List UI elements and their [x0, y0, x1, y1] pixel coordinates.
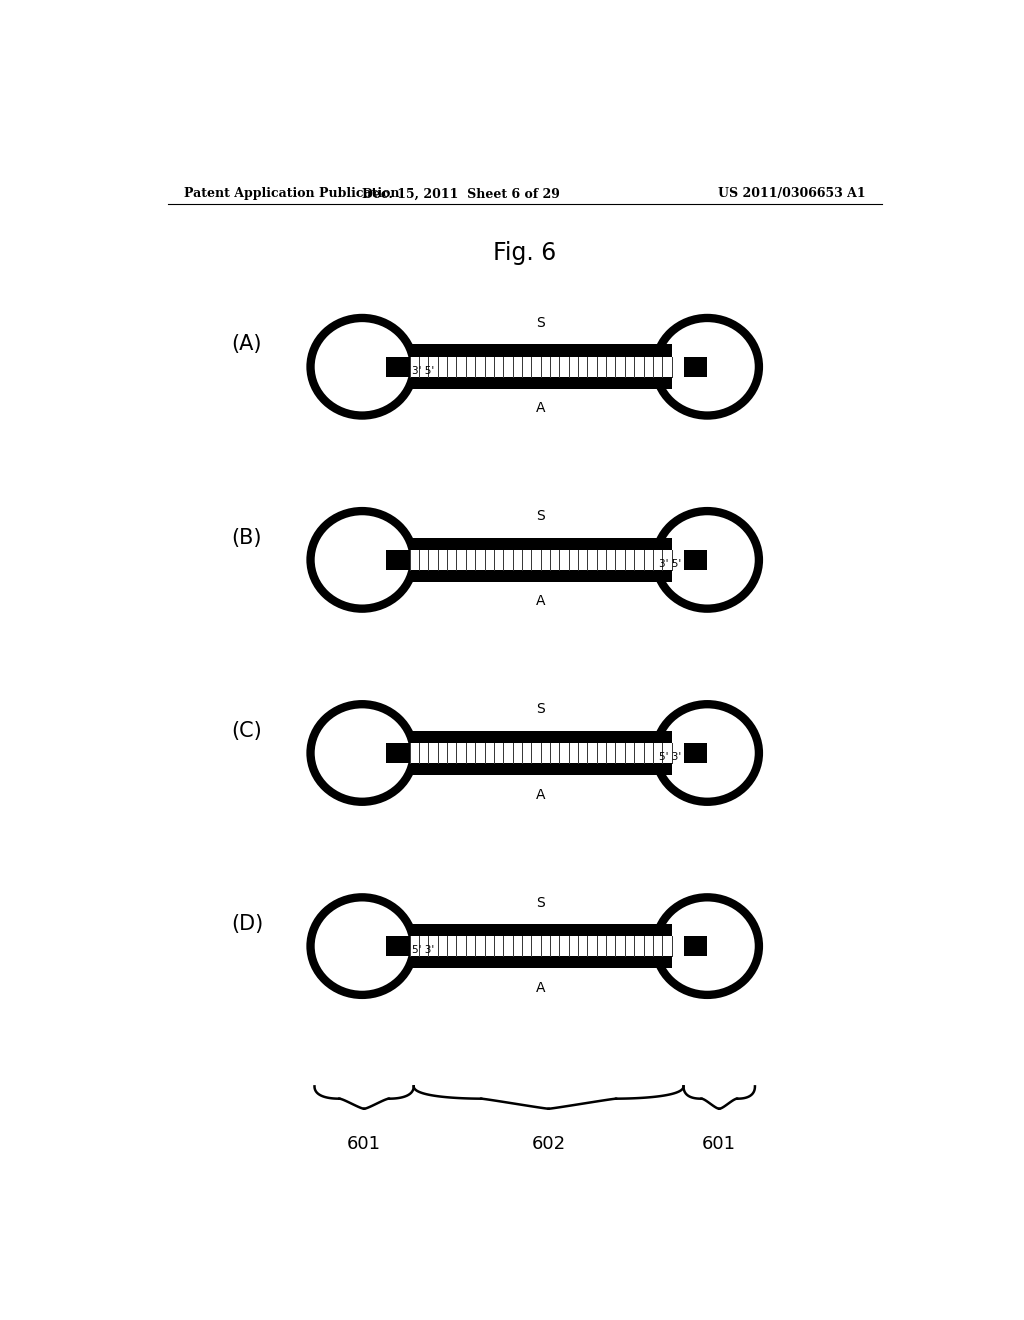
Text: A: A [536, 788, 546, 801]
Bar [410, 345, 672, 356]
Ellipse shape [666, 714, 749, 792]
Bar [410, 537, 672, 582]
Ellipse shape [321, 714, 403, 792]
Text: US 2011/0306653 A1: US 2011/0306653 A1 [719, 187, 866, 201]
Text: (B): (B) [231, 528, 262, 548]
Text: (D): (D) [231, 913, 263, 933]
Text: S: S [537, 510, 545, 523]
Ellipse shape [321, 521, 403, 599]
Ellipse shape [666, 521, 749, 599]
Text: S: S [537, 702, 545, 717]
Text: A: A [536, 981, 546, 995]
Ellipse shape [666, 907, 749, 985]
Text: (A): (A) [231, 334, 262, 354]
Bar [410, 537, 672, 549]
Text: 5' 3': 5' 3' [412, 945, 434, 956]
Bar [410, 570, 672, 582]
Bar [386, 549, 410, 570]
Bar [684, 549, 708, 570]
Text: S: S [537, 895, 545, 909]
Text: 601: 601 [347, 1135, 381, 1154]
Text: Patent Application Publication: Patent Application Publication [183, 187, 399, 201]
Ellipse shape [321, 907, 403, 985]
Text: S: S [537, 317, 545, 330]
Text: (C): (C) [231, 721, 262, 741]
Bar [684, 936, 708, 956]
Bar [684, 743, 708, 763]
Text: 5' 3': 5' 3' [658, 752, 681, 762]
Bar [410, 345, 672, 389]
Text: Fig. 6: Fig. 6 [494, 242, 556, 265]
Text: 3' 5': 3' 5' [658, 558, 681, 569]
Text: Dec. 15, 2011  Sheet 6 of 29: Dec. 15, 2011 Sheet 6 of 29 [362, 187, 560, 201]
Bar [386, 356, 410, 378]
Bar [410, 378, 672, 389]
Bar [410, 731, 672, 743]
Bar [410, 763, 672, 775]
Bar [410, 956, 672, 969]
Bar [410, 924, 672, 969]
Ellipse shape [321, 327, 403, 405]
Text: A: A [536, 401, 546, 416]
Ellipse shape [666, 327, 749, 405]
Text: 602: 602 [531, 1135, 565, 1154]
Text: 3' 5': 3' 5' [412, 366, 434, 376]
Bar [386, 936, 410, 956]
Bar [684, 356, 708, 378]
Bar [410, 924, 672, 936]
Bar [410, 731, 672, 775]
Text: 601: 601 [702, 1135, 736, 1154]
Bar [386, 743, 410, 763]
Text: A: A [536, 594, 546, 609]
